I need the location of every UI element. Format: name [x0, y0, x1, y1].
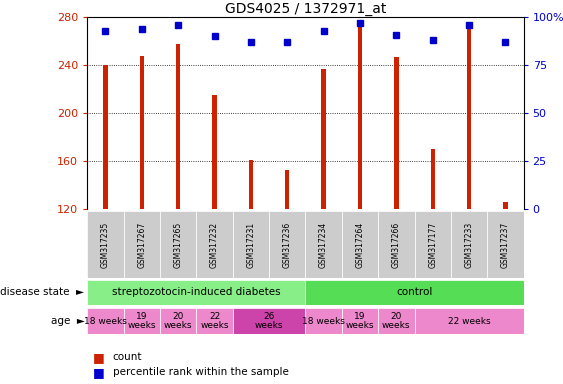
- Bar: [196, 211, 233, 278]
- Text: 26
weeks: 26 weeks: [255, 312, 283, 330]
- Bar: [140, 56, 144, 209]
- Text: GSM317264: GSM317264: [355, 222, 364, 268]
- Bar: [487, 211, 524, 278]
- Text: GSM317266: GSM317266: [392, 222, 401, 268]
- Bar: [321, 69, 326, 209]
- Text: ■: ■: [93, 351, 105, 364]
- Bar: [305, 211, 342, 278]
- Bar: [233, 211, 269, 278]
- Bar: [305, 280, 524, 305]
- Bar: [196, 308, 233, 334]
- Text: GSM317232: GSM317232: [210, 222, 219, 268]
- Text: 18 weeks: 18 weeks: [84, 316, 127, 326]
- Bar: [124, 211, 160, 278]
- Text: GSM317237: GSM317237: [501, 222, 510, 268]
- Text: 19
weeks: 19 weeks: [128, 312, 156, 330]
- Bar: [87, 280, 305, 305]
- Bar: [431, 149, 435, 209]
- Title: GDS4025 / 1372971_at: GDS4025 / 1372971_at: [225, 2, 386, 16]
- Bar: [176, 44, 180, 209]
- Bar: [269, 211, 305, 278]
- Bar: [160, 211, 196, 278]
- Text: percentile rank within the sample: percentile rank within the sample: [113, 367, 288, 377]
- Text: GSM317235: GSM317235: [101, 222, 110, 268]
- Bar: [342, 308, 378, 334]
- Bar: [378, 308, 414, 334]
- Text: 20
weeks: 20 weeks: [164, 312, 193, 330]
- Text: GSM317231: GSM317231: [247, 222, 256, 268]
- Bar: [503, 202, 508, 209]
- Bar: [212, 95, 217, 209]
- Text: age  ►: age ►: [51, 316, 84, 326]
- Text: 18 weeks: 18 weeks: [302, 316, 345, 326]
- Bar: [249, 160, 253, 209]
- Text: GSM317234: GSM317234: [319, 222, 328, 268]
- Bar: [87, 308, 124, 334]
- Text: 19
weeks: 19 weeks: [346, 312, 374, 330]
- Bar: [160, 308, 196, 334]
- Bar: [342, 211, 378, 278]
- Bar: [124, 308, 160, 334]
- Bar: [285, 170, 289, 209]
- Text: 20
weeks: 20 weeks: [382, 312, 410, 330]
- Bar: [451, 211, 487, 278]
- Text: 22
weeks: 22 weeks: [200, 312, 229, 330]
- Text: ■: ■: [93, 366, 105, 379]
- Text: GSM317265: GSM317265: [173, 222, 182, 268]
- Bar: [414, 211, 451, 278]
- Text: GSM317267: GSM317267: [137, 222, 146, 268]
- Text: disease state  ►: disease state ►: [1, 287, 84, 297]
- Text: control: control: [396, 287, 433, 297]
- Bar: [378, 211, 414, 278]
- Text: count: count: [113, 352, 142, 362]
- Text: GSM317177: GSM317177: [428, 222, 437, 268]
- Bar: [233, 308, 305, 334]
- Bar: [414, 308, 524, 334]
- Bar: [103, 65, 108, 209]
- Text: GSM317233: GSM317233: [464, 222, 473, 268]
- Bar: [467, 29, 471, 209]
- Bar: [394, 57, 399, 209]
- Bar: [358, 20, 362, 209]
- Text: GSM317236: GSM317236: [283, 222, 292, 268]
- Bar: [87, 211, 124, 278]
- Text: 22 weeks: 22 weeks: [448, 316, 490, 326]
- Text: streptozotocin-induced diabetes: streptozotocin-induced diabetes: [112, 287, 281, 297]
- Bar: [305, 308, 342, 334]
